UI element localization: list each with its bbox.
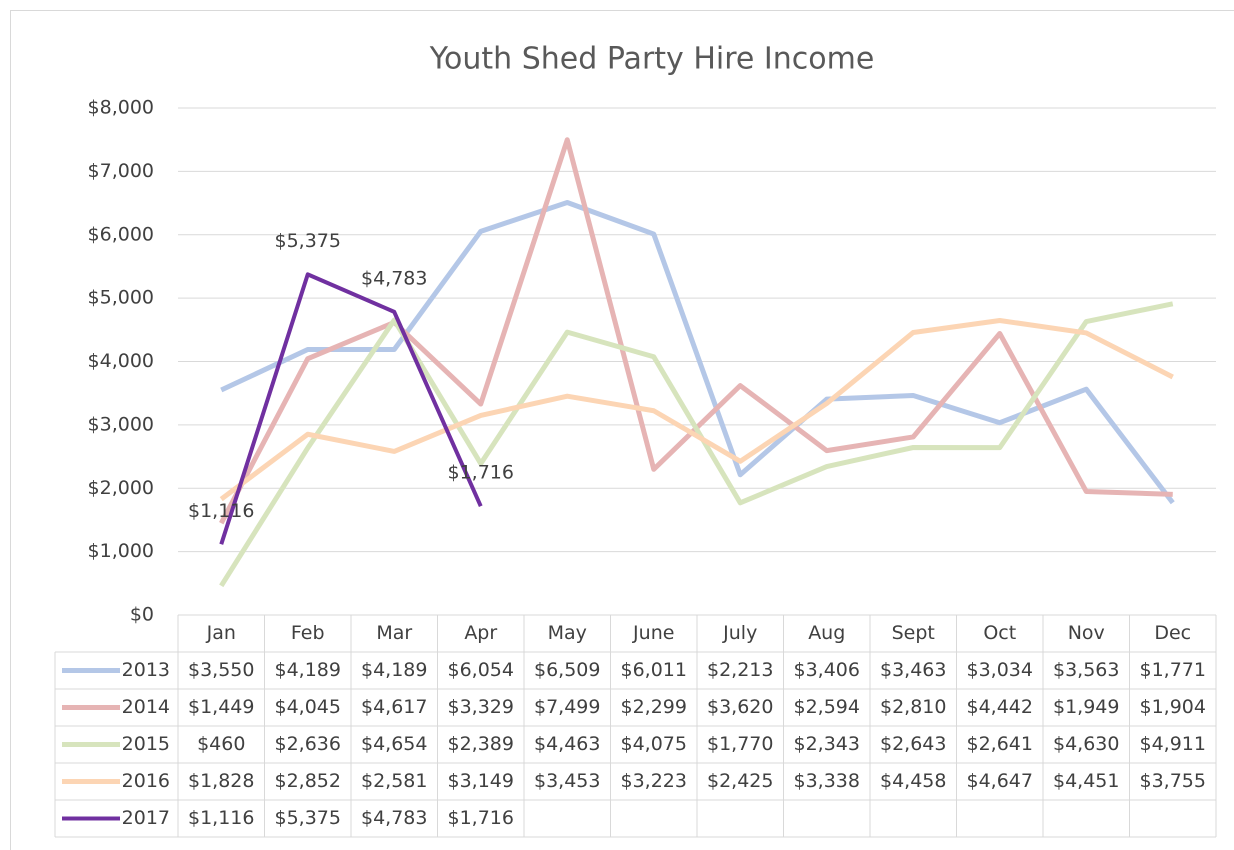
table-cell: $1,828 — [188, 770, 254, 792]
y-tick-label: $8,000 — [88, 97, 154, 119]
table-cell: $1,716 — [448, 807, 514, 829]
x-tick-label: Feb — [291, 622, 325, 644]
x-tick-label: Aug — [808, 622, 845, 644]
table-cell: $2,594 — [794, 696, 860, 718]
table-cell: $1,904 — [1140, 696, 1206, 718]
chart-title: Youth Shed Party Hire Income — [429, 42, 875, 77]
table-cell: $4,075 — [621, 733, 687, 755]
series-line — [219, 272, 483, 545]
table-cell: $3,453 — [534, 770, 600, 792]
table-cell: $2,299 — [621, 696, 687, 718]
y-tick-label: $4,000 — [88, 350, 154, 372]
table-cell: $2,810 — [880, 696, 946, 718]
table-cell: $4,189 — [275, 659, 341, 681]
y-tick-label: $2,000 — [88, 477, 154, 499]
y-tick-label: $1,000 — [88, 540, 154, 562]
data-label: $5,375 — [275, 230, 341, 252]
table-cell: $2,641 — [967, 733, 1033, 755]
table-cell: $3,149 — [448, 770, 514, 792]
series-line — [220, 199, 1175, 505]
table-cell: $4,911 — [1140, 733, 1206, 755]
table-cell: $3,550 — [188, 659, 254, 681]
y-tick-label: $3,000 — [88, 413, 154, 435]
table-cell: $4,458 — [880, 770, 946, 792]
data-label: $1,116 — [188, 500, 254, 522]
x-tick-label: Apr — [464, 622, 497, 644]
table-cell: $1,770 — [707, 733, 773, 755]
table-cell: $4,647 — [967, 770, 1033, 792]
table-cell: $4,189 — [361, 659, 427, 681]
y-tick-label: $0 — [130, 604, 154, 626]
table-cell: $3,620 — [707, 696, 773, 718]
table-cell: $1,771 — [1140, 659, 1206, 681]
table-cell: $4,617 — [361, 696, 427, 718]
table-cell: $3,223 — [621, 770, 687, 792]
table-cell: $4,442 — [967, 696, 1033, 718]
table-cell: $1,949 — [1053, 696, 1119, 718]
table-cell: $4,045 — [275, 696, 341, 718]
x-tick-label: Sept — [892, 622, 935, 644]
table-cell: $6,011 — [621, 659, 687, 681]
table-cell: $6,509 — [534, 659, 600, 681]
x-tick-label: Jan — [206, 622, 236, 644]
y-tick-label: $5,000 — [88, 287, 154, 309]
data-label: $4,783 — [361, 267, 427, 289]
table-cell: $4,451 — [1053, 770, 1119, 792]
table-cell: $2,425 — [707, 770, 773, 792]
x-tick-label: May — [548, 622, 587, 644]
table-cell: $4,654 — [361, 733, 427, 755]
table-cell: $3,338 — [794, 770, 860, 792]
series-line — [219, 317, 1174, 502]
legend-label: 2017 — [122, 807, 170, 829]
x-tick-label: June — [632, 622, 674, 644]
table-cell: $3,034 — [967, 659, 1033, 681]
table-cell: $5,375 — [275, 807, 341, 829]
table-cell: $3,563 — [1053, 659, 1119, 681]
legend-label: 2015 — [122, 733, 170, 755]
table-cell: $2,343 — [794, 733, 860, 755]
table-cell: $4,783 — [361, 807, 427, 829]
x-tick-label: Mar — [376, 622, 412, 644]
table-cell: $2,581 — [361, 770, 427, 792]
x-tick-label: Nov — [1068, 622, 1105, 644]
table-cell: $1,449 — [188, 696, 254, 718]
table-cell: $6,054 — [448, 659, 514, 681]
table-cell: $4,463 — [534, 733, 600, 755]
x-tick-label: Oct — [983, 622, 1016, 644]
table-cell: $3,755 — [1140, 770, 1206, 792]
table-cell: $3,463 — [880, 659, 946, 681]
table-cell: $4,630 — [1053, 733, 1119, 755]
table-cell: $2,636 — [275, 733, 341, 755]
y-tick-label: $6,000 — [88, 223, 154, 245]
table-cell: $7,499 — [534, 696, 600, 718]
legend-label: 2014 — [122, 696, 170, 718]
data-label: $1,716 — [448, 462, 514, 484]
table-cell: $3,406 — [794, 659, 860, 681]
legend-label: 2016 — [122, 770, 170, 792]
series-line — [219, 301, 1174, 588]
table-cell: $2,213 — [707, 659, 773, 681]
table-cell: $1,116 — [188, 807, 254, 829]
table-cell: $460 — [197, 733, 245, 755]
table-cell: $2,389 — [448, 733, 514, 755]
chart-area — [10, 10, 1234, 850]
y-tick-label: $7,000 — [88, 160, 154, 182]
table-cell: $3,329 — [448, 696, 514, 718]
x-tick-label: Dec — [1154, 622, 1191, 644]
legend-label: 2013 — [122, 659, 170, 681]
table-cell: $2,852 — [275, 770, 341, 792]
x-tick-label: July — [722, 622, 757, 644]
table-cell: $2,643 — [880, 733, 946, 755]
